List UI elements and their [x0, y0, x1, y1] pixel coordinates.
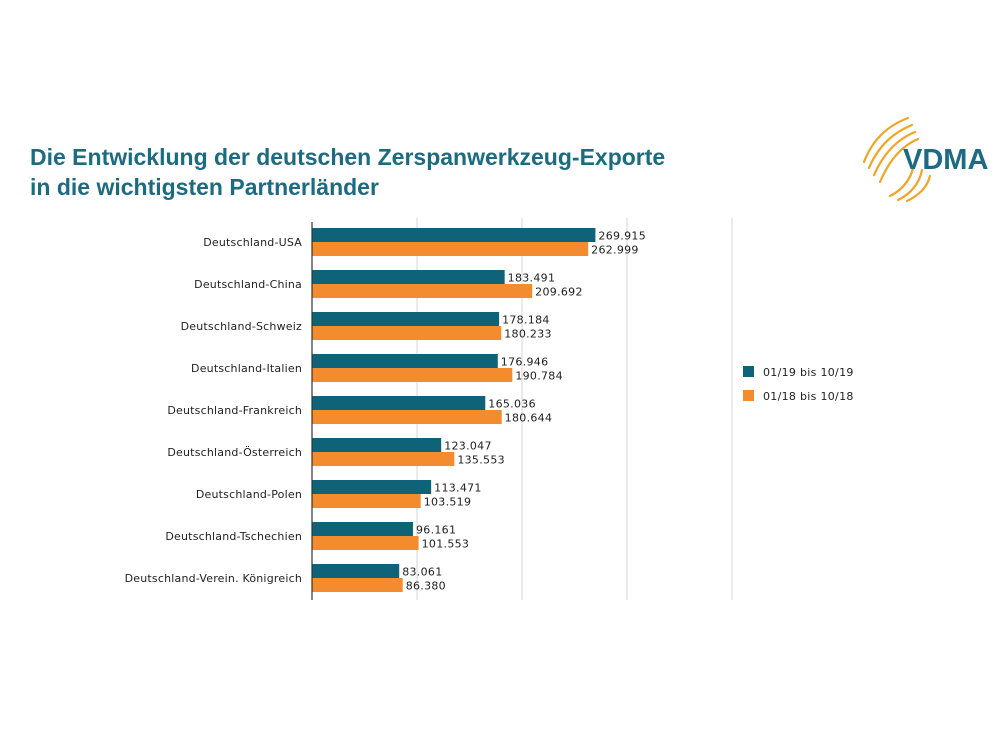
- value-label: 178.184: [502, 314, 550, 327]
- value-label: 165.036: [488, 398, 536, 411]
- value-label: 123.047: [444, 440, 492, 453]
- bar-2019: [312, 354, 498, 368]
- vdma-logo-text: VDMA: [903, 144, 988, 176]
- value-label: 183.491: [508, 272, 556, 285]
- value-label: 262.999: [591, 244, 639, 257]
- category-label: Deutschland-China: [194, 278, 302, 291]
- chart-category-labels: Deutschland-USA Deutschland-China Deutschl…: [125, 236, 302, 585]
- bar-2018: [312, 578, 403, 592]
- category-label: Deutschland-Tschechien: [165, 530, 302, 543]
- value-label: 96.161: [416, 524, 456, 537]
- value-label: 135.553: [457, 454, 505, 467]
- category-label: Deutschland-USA: [203, 236, 302, 249]
- bar-2018: [312, 494, 421, 508]
- bar-2018: [312, 284, 533, 298]
- bar-2018: [312, 368, 513, 382]
- category-label: Deutschland-Italien: [191, 362, 302, 375]
- vdma-logo: VDMA: [862, 116, 988, 203]
- legend-swatch: [743, 366, 754, 377]
- chart-title-line-1: Die Entwicklung der deutschen Zerspanwer…: [30, 144, 666, 170]
- category-label: Deutschland-Schweiz: [181, 320, 302, 333]
- category-label: Deutschland-Frankreich: [167, 404, 302, 417]
- bar-2018: [312, 536, 419, 550]
- category-label: Deutschland-Polen: [196, 488, 302, 501]
- chart-title: Die Entwicklung der deutschen Zerspanwer…: [30, 142, 810, 202]
- value-label: 86.380: [406, 580, 446, 593]
- value-label: 113.471: [434, 482, 482, 495]
- bar-2019: [312, 228, 596, 242]
- value-label: 190.784: [515, 370, 563, 383]
- value-label: 180.644: [505, 412, 553, 425]
- legend-label: 01/18 bis 10/18: [763, 390, 854, 403]
- value-label: 83.061: [402, 566, 442, 579]
- value-label: 180.233: [504, 328, 552, 341]
- value-label: 209.692: [535, 286, 583, 299]
- bar-2019: [312, 270, 505, 284]
- bar-2018: [312, 410, 502, 424]
- bar-2019: [312, 522, 413, 536]
- bar-2019: [312, 438, 442, 452]
- bar-2019: [312, 396, 486, 410]
- category-label: Deutschland-Österreich: [167, 446, 302, 459]
- chart-title-line-2: in die wichtigsten Partnerländer: [30, 174, 379, 200]
- legend-swatch: [743, 390, 754, 401]
- bar-2018: [312, 452, 455, 466]
- category-label: Deutschland-Verein. Königreich: [125, 572, 302, 585]
- chart-bars: [312, 228, 596, 592]
- value-label: 176.946: [501, 356, 549, 369]
- bar-2018: [312, 326, 502, 340]
- bar-2019: [312, 564, 400, 578]
- bar-2018: [312, 242, 589, 256]
- value-label: 103.519: [424, 496, 472, 509]
- chart-legend: 01/19 bis 10/19 01/18 bis 10/18: [743, 366, 854, 403]
- bar-2019: [312, 480, 432, 494]
- vdma-logo-arcs-icon: [862, 116, 932, 203]
- legend-label: 01/19 bis 10/19: [763, 366, 854, 379]
- value-label: 101.553: [422, 538, 470, 551]
- value-label: 269.915: [598, 230, 646, 243]
- bar-2019: [312, 312, 500, 326]
